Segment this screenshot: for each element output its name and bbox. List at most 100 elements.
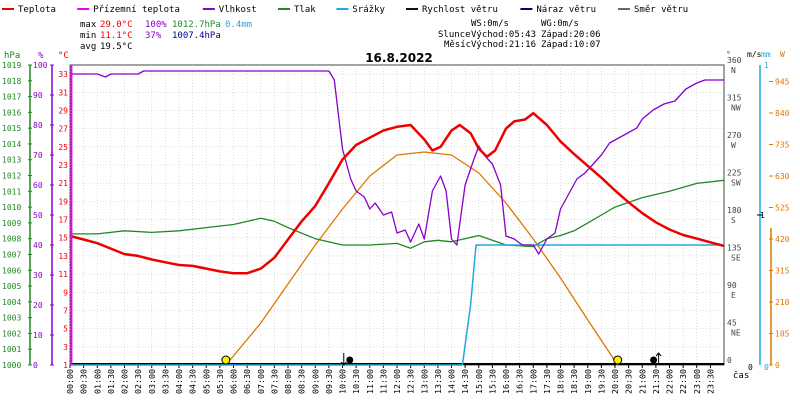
temperature-tick-label: 25 [58,143,68,152]
axes: 00:00 00:30 01:00 01:30 02:00 02:30 03:00 03:30… [2,50,790,394]
series-sr--ky [70,244,724,366]
humidity-tick-label: 100 [33,61,48,70]
direction-tick-label: 90 [727,281,737,290]
temperature-axis-unit: °C [58,51,69,61]
radiation-axis-unit: W [780,50,785,59]
x-tick-label: 11:30 [378,369,388,394]
radiation-tick-label: 735 [775,141,790,150]
humidity-axis-unit: % [38,51,44,61]
direction-name-label: W [731,141,736,150]
temperature-tick-label: 27 [58,125,68,134]
legend-label-6: Náraz větru [536,5,596,15]
temperature-tick-label: 29 [58,106,68,115]
direction-name-label: NW [731,104,741,113]
temperature-tick-label: 5 [63,325,68,334]
pressure-tick-label: 1011 [2,187,21,196]
direction-tick-label: 0 [727,356,732,365]
legend-label-1: Přízemní teplota [93,5,180,15]
x-tick-label: 20:30 [624,369,634,394]
temperature-tick-label: 7 [63,306,68,315]
radiation-tick-label: 420 [775,235,790,244]
x-tick-label: 17:00 [528,369,538,394]
x-tick-label: 11:00 [365,369,375,394]
direction-name-label: N [731,66,736,75]
pressure-tick-label: 1017 [2,93,21,102]
pressure-tick-label: 1006 [2,266,21,275]
x-tick-label: 20:00 [610,369,620,394]
x-tick-label: 18:30 [569,369,579,394]
markers [221,352,662,366]
x-tick-label: 23:00 [692,369,702,394]
pressure-tick-label: 1003 [2,314,21,323]
x-tick-label: 21:00 [637,369,647,394]
pressure-tick-label: 1014 [2,140,21,149]
pressure-tick-label: 1015 [2,124,21,133]
pressure-tick-label: 1013 [2,156,21,165]
temperature-tick-label: 21 [58,179,68,188]
direction-name-label: E [731,291,736,300]
x-tick-label: 12:30 [406,369,416,394]
radiation-tick-label: 525 [775,204,790,213]
x-tick-label: 05:30 [215,369,225,394]
x-tick-label: 02:30 [133,369,143,394]
pressure-tick-label: 1002 [2,329,21,338]
legend-label-2: Vlhkost [219,5,257,15]
pressure-tick-label: 1016 [2,108,21,117]
x-tick-label: 13:00 [419,369,429,394]
sun-set: Západ:20:06 [541,30,601,40]
direction-name-label: SE [731,254,741,263]
x-tick-label: 15:30 [487,369,497,394]
sunset-icon [613,355,623,365]
x-tick-label: 00:00 [65,369,75,394]
pressure-tick-label: 1010 [2,203,21,212]
temperature-tick-label: 31 [58,88,68,97]
humidity-tick-label: 50 [33,211,43,220]
x-tick-label: 04:00 [174,369,184,394]
temperature-tick-label: 23 [58,161,68,170]
temperature-tick-label: 11 [58,270,68,279]
x-tick-label: 12:00 [392,369,402,394]
pressure-tick-label: 1007 [2,250,21,259]
x-tick-label: 03:00 [147,369,157,394]
x-tick-label: 19:00 [583,369,593,394]
direction-name-label: S [731,216,736,225]
temperature-tick-label: 19 [58,197,68,206]
legend-label-7: Směr větru [634,5,688,15]
direction-tick-label: 135 [727,244,742,253]
pressure-tick-label: 1004 [2,298,21,307]
x-tick-label: 03:30 [160,369,170,394]
legend-label-0: Teplota [18,5,56,15]
x-tick-label: 23:30 [705,369,715,394]
moon-label: Měsíc [444,40,471,50]
x-tick-label: 09:00 [310,369,320,394]
moonset-icon [346,356,354,364]
stats-min-temp: 11.1°C [100,31,133,41]
direction-tick-label: 270 [727,131,742,140]
x-tick-label: 05:00 [201,369,211,394]
x-tick-label: 15:00 [474,369,484,394]
direction-name-label: SW [731,179,741,188]
direction-tick-label: 315 [727,94,742,103]
stats-max-rain: 0.4mm [225,20,252,30]
x-tick-label: 08:30 [297,369,307,394]
x-tick-label: 18:00 [556,369,566,394]
humidity-tick-label: 90 [33,91,43,100]
series [69,65,725,366]
direction-tick-label: 45 [727,319,737,328]
x-tick-label: 04:30 [188,369,198,394]
x-tick-label: 22:30 [678,369,688,394]
humidity-tick-label: 20 [33,301,43,310]
moonset-arrow-icon [340,353,347,366]
x-tick-label: 07:30 [269,369,279,394]
humidity-tick-label: 40 [33,241,43,250]
x-tick-label: 19:30 [596,369,606,394]
humidity-tick-label: 70 [33,151,43,160]
direction-name-label: NE [731,329,741,338]
direction-tick-label: 360 [727,56,742,65]
stats-max-hum: 100% [145,20,167,30]
x-tick-label: 01:00 [92,369,102,394]
x-axis-label: čas [733,370,749,381]
pressure-tick-label: 1005 [2,282,21,291]
moon-rise: Východ:21:16 [471,40,536,50]
x-tick-label: 21:30 [651,369,661,394]
